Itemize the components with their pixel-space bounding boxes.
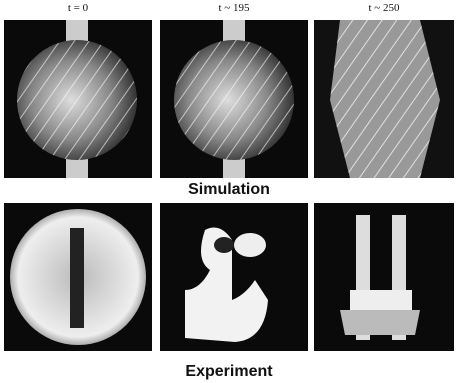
column-label: t ~ 195 — [218, 2, 250, 14]
simulation-panel — [314, 20, 454, 178]
experiment-panel — [4, 203, 152, 351]
column-label: t ~ 250 — [368, 2, 400, 14]
experiment-panel — [160, 203, 308, 351]
experiment-panel — [314, 203, 454, 351]
row-label: Experiment — [185, 363, 273, 380]
simulation-panel — [160, 20, 308, 178]
row-label: Simulation — [188, 181, 270, 198]
simulation-panel — [4, 20, 152, 178]
column-label: t = 0 — [68, 2, 89, 14]
figure: t = 0 t ~ 195 t ~ 250 Simulation — [0, 0, 458, 383]
